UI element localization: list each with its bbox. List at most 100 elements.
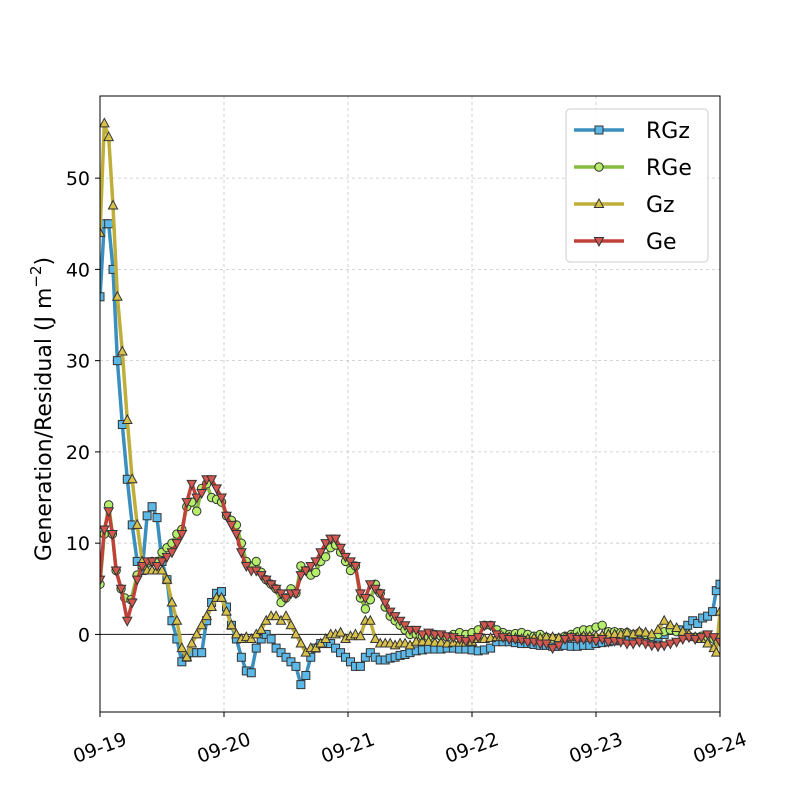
data-point — [345, 657, 355, 667]
data-point — [246, 668, 256, 678]
series-line-rge — [100, 482, 720, 641]
data-point — [156, 557, 168, 568]
data-point — [652, 642, 664, 653]
data-point — [181, 651, 193, 662]
data-point — [435, 636, 447, 647]
data-point — [306, 652, 316, 662]
x-tick-label: 09-23 — [566, 728, 625, 768]
data-point — [374, 589, 386, 600]
data-point — [416, 630, 428, 641]
y-tick-label: 40 — [66, 259, 90, 281]
data-point — [602, 637, 614, 648]
series-ge — [100, 475, 720, 655]
legend-label: Ge — [646, 230, 677, 255]
data-point — [708, 607, 718, 617]
data-point — [161, 552, 173, 563]
data-point — [715, 579, 720, 589]
data-point — [460, 636, 472, 647]
data-point — [423, 635, 435, 646]
y-label-exponent: −2 — [27, 265, 45, 287]
data-point — [330, 534, 342, 545]
data-point — [664, 639, 676, 650]
legend-entry-rge: RGe — [574, 156, 692, 181]
data-point — [236, 652, 246, 662]
data-point — [280, 610, 292, 621]
data-point — [136, 561, 148, 573]
data-point — [161, 573, 173, 584]
data-point — [197, 648, 207, 658]
data-point — [290, 628, 302, 639]
data-point — [100, 117, 110, 128]
legend: RGz RGe Gz Ge — [565, 108, 709, 263]
y-tick-label: 10 — [66, 533, 90, 555]
data-point — [350, 561, 361, 573]
data-point — [131, 575, 143, 586]
data-point — [121, 616, 133, 627]
data-point — [206, 475, 218, 486]
data-point — [110, 566, 122, 577]
data-point — [671, 637, 683, 648]
x-tick-label: 09-22 — [442, 728, 501, 768]
y-label-main: Generation/Residual (J m — [32, 288, 57, 562]
data-point — [176, 530, 188, 541]
data-point — [281, 652, 291, 662]
data-point — [196, 488, 208, 500]
data-point — [177, 657, 187, 667]
data-point — [112, 356, 122, 366]
data-point — [255, 623, 267, 634]
data-point — [191, 493, 203, 504]
x-tick-label: 09-20 — [194, 728, 253, 768]
data-point — [230, 530, 242, 541]
data-point — [335, 543, 346, 554]
data-point — [171, 539, 183, 550]
data-point — [702, 637, 714, 648]
legend-marker — [594, 125, 604, 135]
data-point — [658, 641, 670, 652]
data-point — [276, 648, 286, 658]
data-point — [658, 614, 670, 625]
data-point — [230, 628, 242, 639]
data-point — [310, 557, 322, 568]
data-point — [364, 614, 376, 625]
data-point — [295, 637, 307, 648]
y-axis-label: Generation/Residual (J m−2) — [27, 257, 58, 561]
data-point — [280, 593, 292, 604]
data-point — [703, 611, 713, 621]
data-point — [271, 643, 281, 653]
data-point — [291, 661, 301, 671]
data-point — [103, 507, 115, 518]
data-point — [186, 479, 198, 490]
data-point — [295, 571, 307, 582]
data-point — [221, 605, 232, 616]
data-point — [677, 634, 689, 646]
series-group — [100, 117, 720, 690]
data-point — [176, 642, 188, 653]
data-point — [115, 584, 127, 595]
data-point — [300, 566, 312, 577]
y-tick-label: 30 — [66, 351, 90, 373]
data-point — [311, 567, 321, 578]
x-tick-label: 09-21 — [318, 728, 377, 768]
data-point — [590, 636, 602, 647]
data-point — [472, 633, 484, 644]
data-point — [142, 511, 152, 521]
series-line-rgz — [100, 222, 720, 687]
data-point — [256, 634, 266, 644]
y-tick-label: 20 — [66, 442, 90, 464]
data-point — [100, 292, 105, 302]
plot-frame — [99, 95, 721, 713]
data-point — [354, 630, 366, 641]
data-point — [710, 646, 720, 657]
data-point — [360, 652, 370, 662]
y-tick-label: 50 — [66, 168, 90, 190]
data-point — [360, 604, 371, 614]
data-point — [106, 530, 118, 541]
data-point — [152, 513, 162, 523]
legend-entry-gz: Gz — [574, 193, 675, 218]
data-point — [211, 484, 222, 495]
data-point — [640, 626, 652, 637]
data-point — [290, 589, 302, 600]
legend-marker — [593, 197, 605, 208]
legend-label: RGz — [646, 119, 690, 144]
